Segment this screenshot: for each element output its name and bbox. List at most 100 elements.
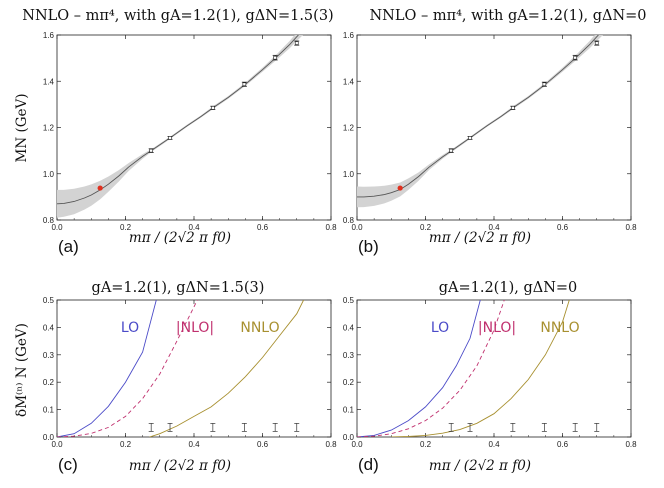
y-tick-label: 1.6 bbox=[43, 31, 55, 40]
y-tick-label: 1.2 bbox=[43, 124, 55, 133]
data-point bbox=[294, 41, 299, 45]
data-marker bbox=[148, 423, 154, 432]
data-point bbox=[449, 148, 453, 153]
curve-lo bbox=[357, 300, 481, 437]
panel-a: 0.0 0.2 0.4 0.6 0.8 0.8 1.0 1.2 1.4 1.6 mπ / (2√2 … bbox=[43, 31, 337, 256]
plot-area bbox=[57, 300, 305, 437]
plot-area bbox=[357, 300, 600, 437]
x-tick-label: 0.4 bbox=[188, 223, 200, 232]
panel-label: (b) bbox=[358, 237, 379, 256]
lattice-point bbox=[210, 105, 216, 110]
y-tick-label: 0.2 bbox=[343, 378, 355, 387]
y-tick-label: 0.3 bbox=[343, 351, 355, 360]
data-marker bbox=[167, 423, 173, 432]
lattice-point bbox=[448, 148, 454, 153]
y-tick-label: 0.8 bbox=[43, 216, 55, 225]
panel-label: (d) bbox=[358, 455, 379, 474]
data-point bbox=[594, 41, 599, 45]
lattice-point bbox=[294, 40, 300, 46]
data-point bbox=[511, 106, 515, 110]
data-marker bbox=[272, 423, 278, 432]
panel-c: 0.0 0.2 0.4 0.6 0.8 0.0 0.1 0.2 0.3 0.4 0.5 mπ / (2… bbox=[43, 296, 337, 474]
data-marker bbox=[210, 423, 216, 432]
y-tick-label: 0.1 bbox=[343, 406, 355, 415]
physical-point bbox=[397, 185, 403, 191]
data-marker bbox=[510, 423, 516, 432]
y-tick-label: 0.4 bbox=[43, 323, 55, 332]
y-tick-label: 0.1 bbox=[43, 406, 55, 415]
data-point bbox=[542, 82, 547, 87]
y-tick-label: 1.0 bbox=[43, 170, 55, 179]
fit-curve bbox=[357, 35, 599, 198]
data-marker bbox=[572, 423, 578, 432]
y-tick-label: 0.0 bbox=[343, 433, 355, 442]
lattice-point bbox=[594, 40, 600, 46]
data-marker bbox=[541, 423, 547, 432]
data-point bbox=[211, 106, 215, 110]
lattice-point bbox=[167, 136, 173, 140]
x-tick-label: 0.6 bbox=[557, 440, 569, 449]
x-tick-label: 0.6 bbox=[257, 223, 269, 232]
x-tick-label: 0.6 bbox=[557, 223, 569, 232]
y-tick-label: 1.0 bbox=[343, 170, 355, 179]
data-point bbox=[573, 55, 577, 60]
panel-a-ylabel: MN (GeV) bbox=[14, 94, 30, 163]
data-marker bbox=[467, 423, 473, 432]
curve-lo bbox=[57, 300, 157, 437]
x-tick-label: 0.2 bbox=[420, 223, 432, 232]
plot-area bbox=[357, 35, 603, 208]
lattice-point bbox=[541, 81, 547, 87]
plot-area bbox=[57, 35, 303, 218]
label-nlo: |NLO| bbox=[176, 320, 214, 336]
panel-label: (a) bbox=[58, 237, 79, 256]
data-point bbox=[149, 148, 153, 153]
x-tick-label: 0.4 bbox=[488, 440, 500, 449]
panel-c-ylabel: δM⁽ⁿ⁾ N (GeV) bbox=[14, 323, 30, 417]
lattice-point bbox=[241, 81, 247, 87]
y-tick-label: 0.3 bbox=[43, 351, 55, 360]
x-tick-label: 0.8 bbox=[625, 223, 637, 232]
error-band bbox=[57, 35, 303, 218]
data-point bbox=[273, 55, 277, 60]
panel-b: 0.0 0.2 0.4 0.6 0.8 0.8 1.0 1.2 1.4 1.6 mπ / (2√2 … bbox=[343, 31, 637, 256]
panel-a-title: NNLO – mπ⁴, with gA=1.2(1), gΔN=1.5(3) bbox=[22, 8, 333, 24]
x-tick-label: 0.4 bbox=[488, 223, 500, 232]
x-tick-label: 0.0 bbox=[51, 223, 63, 232]
x-tick-label: 0.2 bbox=[120, 223, 132, 232]
x-tick-label: 0.0 bbox=[351, 223, 363, 232]
panel-d: 0.0 0.2 0.4 0.6 0.8 0.0 0.1 0.2 0.3 0.4 0.5 mπ / (2… bbox=[343, 296, 637, 474]
x-tick-label: 0.0 bbox=[51, 440, 63, 449]
y-tick-label: 0.2 bbox=[43, 378, 55, 387]
y-tick-label: 0.5 bbox=[343, 296, 355, 305]
label-lo: LO bbox=[121, 320, 139, 336]
curve-nnlo bbox=[149, 300, 305, 437]
x-tick-label: 0.2 bbox=[120, 440, 132, 449]
data-marker bbox=[594, 423, 600, 432]
data-marker bbox=[294, 423, 300, 432]
curve-nlo bbox=[57, 300, 198, 437]
panel-c-title: gA=1.2(1), gΔN=1.5(3) bbox=[92, 280, 265, 296]
panel-d-title: gA=1.2(1), gΔN=0 bbox=[439, 280, 578, 296]
label-nlo: |NLO| bbox=[478, 320, 516, 336]
x-axis-label: mπ / (2√2 π f0) bbox=[129, 230, 231, 246]
x-tick-label: 0.8 bbox=[325, 223, 337, 232]
x-axis-label: mπ / (2√2 π f0) bbox=[129, 458, 231, 474]
data-marker bbox=[241, 423, 247, 432]
panel-label: (c) bbox=[58, 455, 78, 474]
data-point bbox=[242, 82, 247, 87]
y-tick-label: 1.4 bbox=[343, 77, 355, 86]
y-tick-label: 0.5 bbox=[43, 296, 55, 305]
x-tick-label: 0.8 bbox=[625, 440, 637, 449]
y-tick-label: 1.2 bbox=[343, 124, 355, 133]
x-tick-label: 0.2 bbox=[420, 440, 432, 449]
data-point bbox=[168, 136, 172, 140]
lattice-point bbox=[572, 54, 578, 61]
lattice-point bbox=[272, 54, 278, 61]
data-point bbox=[468, 136, 472, 140]
fit-curve bbox=[57, 35, 299, 205]
lattice-point bbox=[510, 105, 516, 110]
label-lo: LO bbox=[431, 320, 449, 336]
x-axis-label: mπ / (2√2 π f0) bbox=[429, 458, 531, 474]
y-tick-label: 1.6 bbox=[343, 31, 355, 40]
